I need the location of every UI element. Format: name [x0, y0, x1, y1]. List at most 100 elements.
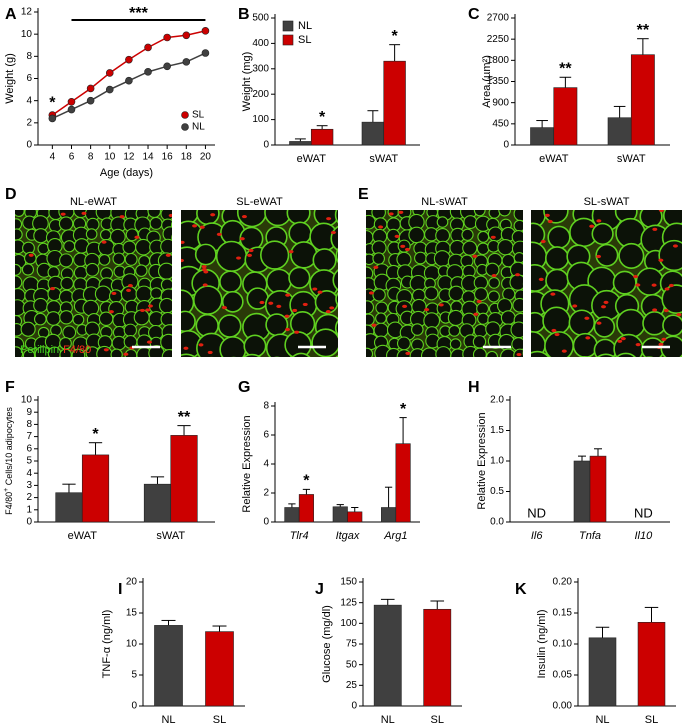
x-tick-label: eWAT [297, 153, 327, 165]
macrophage [165, 253, 171, 257]
panel-letter: A [5, 6, 17, 23]
macrophage [398, 210, 404, 214]
adipocyte [544, 246, 570, 271]
adipocyte [462, 240, 478, 256]
adipocyte [135, 264, 148, 277]
adipocyte [288, 221, 312, 245]
macrophage [404, 247, 410, 252]
adipocyte [123, 323, 138, 337]
adipocyte [288, 266, 311, 289]
macrophage [476, 299, 482, 304]
adipocyte [366, 347, 374, 357]
y-axis-label: TNF-α (ng/ml) [101, 610, 113, 679]
y-tick-label: 2250 [487, 34, 510, 45]
y-axis-label: Glucose (mg/dl) [321, 605, 333, 683]
adipocyte [372, 288, 386, 302]
adipocyte [291, 352, 311, 357]
panel-letter: F [5, 379, 15, 396]
y-tick-label: 0.15 [553, 608, 573, 619]
macrophage [236, 256, 242, 260]
legend-swatch [282, 34, 294, 46]
adipocyte [274, 356, 280, 357]
adipocyte [135, 238, 152, 256]
x-tick-label: 20 [200, 152, 212, 163]
bar [381, 507, 397, 523]
adipocyte [512, 297, 523, 313]
adipocyte [477, 230, 490, 243]
adipocyte [366, 313, 375, 327]
macrophage [302, 302, 308, 307]
y-tick-label: 0.05 [553, 670, 573, 681]
adipocyte [21, 263, 35, 276]
y-tick-label: 4 [26, 468, 32, 479]
adipocyte [487, 290, 500, 303]
adipocyte [15, 275, 23, 290]
adipocyte [339, 330, 364, 355]
adipocyte [311, 328, 338, 357]
adipocyte [149, 216, 163, 230]
macrophage [259, 300, 265, 305]
adipocyte [46, 311, 61, 326]
macrophage [168, 213, 172, 218]
adipocyte [487, 226, 504, 242]
macrophage [134, 235, 140, 239]
adipocyte [15, 346, 24, 357]
adipocyte [221, 290, 244, 313]
y-tick-label: 1 [26, 504, 32, 515]
macrophage [181, 258, 184, 263]
adipocyte [545, 268, 570, 293]
macrophage [405, 351, 411, 356]
y-tick-label: 10 [126, 639, 138, 650]
macrophage [371, 323, 377, 327]
adipocyte [593, 338, 617, 357]
annotation: ** [637, 22, 650, 39]
adipocyte [335, 355, 338, 357]
macrophage [651, 283, 657, 287]
adipocyte [509, 274, 523, 291]
y-tick-label: 6 [26, 443, 32, 454]
adipocyte [375, 301, 389, 315]
y-axis-label: Relative Expression [476, 412, 488, 509]
x-tick-label: Tnfa [579, 530, 601, 542]
adipocyte [15, 218, 23, 231]
adipocyte [488, 210, 501, 219]
macrophage [378, 225, 384, 229]
macrophage [111, 291, 117, 296]
adipocyte [33, 228, 49, 244]
macrophage [658, 258, 664, 262]
x-tick-label: 4 [50, 152, 56, 163]
adipocyte [112, 252, 126, 266]
macrophage [490, 235, 496, 239]
marker [67, 105, 76, 114]
adipocyte [593, 316, 616, 338]
adipocyte [58, 216, 74, 231]
macrophage [192, 224, 198, 228]
annotation: * [49, 94, 56, 111]
macrophage [326, 217, 332, 221]
adipocyte [85, 228, 98, 240]
adipocyte [15, 228, 23, 241]
adipocyte [160, 333, 172, 351]
macrophage [216, 232, 222, 236]
macrophage [373, 265, 379, 269]
y-tick-label: 12 [21, 7, 33, 18]
y-tick-label: 20 [126, 577, 138, 588]
panel-letter: B [238, 6, 250, 23]
y-tick-label: 0.5 [490, 486, 504, 497]
bar [530, 127, 555, 146]
annotation: ** [559, 60, 572, 77]
y-tick-label: 2 [26, 492, 32, 503]
y-axis-label-part: F4/80 [4, 492, 14, 515]
y-tick-label: 1350 [487, 76, 510, 87]
marker [182, 58, 191, 66]
adipocyte [159, 297, 172, 314]
adipocyte [596, 353, 616, 357]
adipocyte [488, 277, 500, 289]
adipocyte [615, 352, 637, 357]
adipocyte [150, 287, 163, 300]
bar [170, 435, 198, 523]
adipocyte [99, 228, 112, 241]
adipocyte [160, 311, 172, 327]
marker [144, 43, 152, 52]
macrophage [652, 308, 658, 312]
